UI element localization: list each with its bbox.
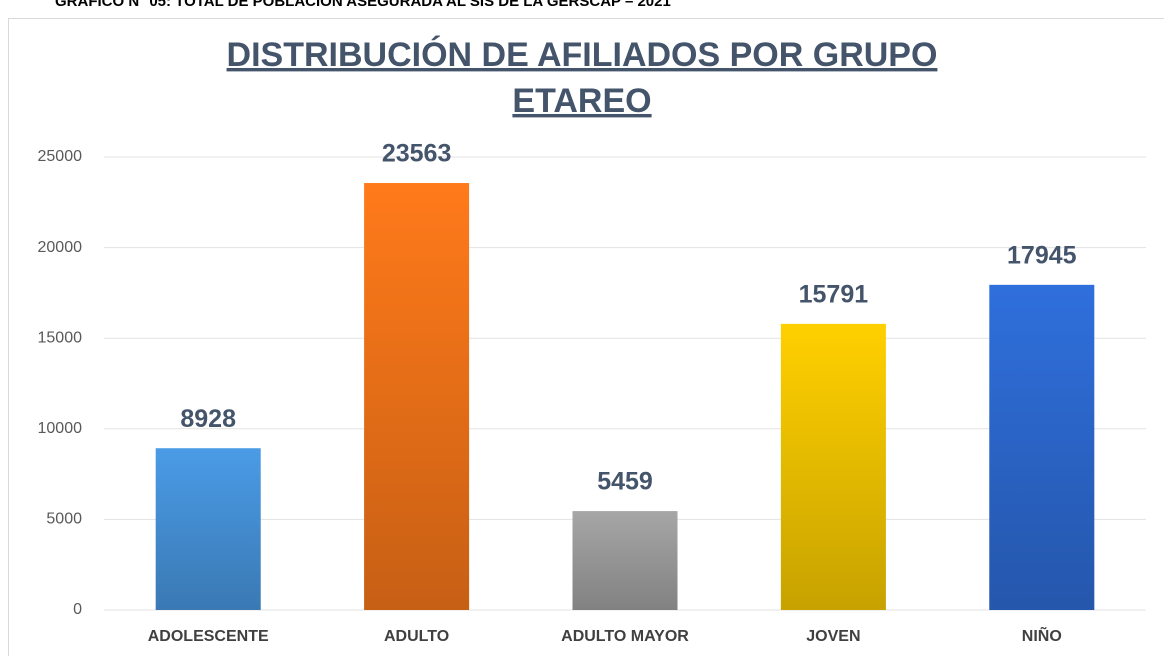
y-tick-label: 15000	[38, 329, 83, 346]
bar	[155, 448, 261, 610]
y-tick-label: 10000	[38, 420, 83, 437]
chart-title-line-1: DISTRIBUCIÓN DE AFILIADOS POR GRUPO	[227, 36, 938, 74]
value-label: 23563	[382, 140, 452, 168]
x-tick-label: ADOLESCENTE	[148, 628, 269, 645]
y-tick-label: 0	[73, 601, 82, 618]
x-tick-label: ADULTO MAYOR	[561, 628, 689, 645]
value-label: 8928	[180, 405, 236, 433]
value-label: 17945	[1007, 241, 1077, 269]
bar	[572, 511, 678, 610]
x-tick-label: NIÑO	[1022, 625, 1062, 645]
bar	[780, 323, 886, 610]
value-label: 15791	[799, 280, 869, 308]
y-tick-label: 20000	[38, 239, 83, 256]
x-tick-label: ADULTO	[384, 628, 449, 645]
value-label: 5459	[597, 468, 653, 496]
x-tick-label: JOVEN	[806, 628, 860, 645]
figure-caption: GRÁFICO N° 05: TOTAL DE POBLACIÓN ASEGUR…	[55, 0, 671, 10]
y-tick-label: 25000	[38, 148, 83, 165]
bar	[364, 183, 470, 610]
bar	[989, 284, 1095, 610]
y-tick-label: 5000	[46, 511, 82, 528]
chart-title-line-2: ETAREO	[512, 82, 651, 120]
